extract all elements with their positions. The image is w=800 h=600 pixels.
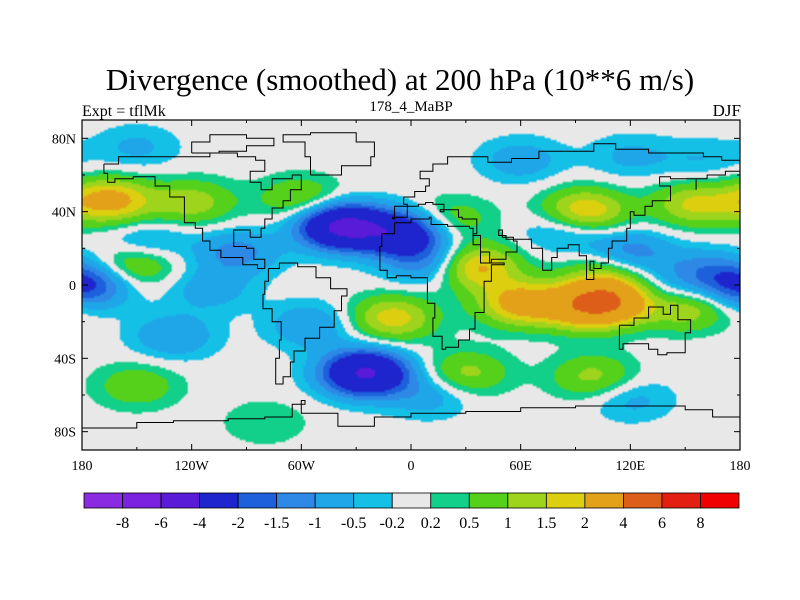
- coastlines: [82, 132, 740, 429]
- arctic-islands-coast: [191, 134, 275, 154]
- chart-title: Divergence (smoothed) at 200 hPa (10**6 …: [105, 62, 695, 97]
- x-tick-label: 60E: [509, 459, 532, 474]
- colorbar-label: -8: [116, 515, 129, 532]
- colorbar-label: 2: [581, 515, 589, 532]
- colorbar-swatch: [391, 492, 432, 509]
- y-tick-label: 80N: [52, 132, 76, 147]
- run-label: 178_4_MaBP: [369, 99, 453, 115]
- greenland-coast: [282, 132, 375, 176]
- colorbar-swatch: [353, 492, 393, 509]
- y-tick-label: 0: [69, 279, 76, 294]
- colorbar-label: -1: [309, 515, 322, 532]
- colorbar-swatch: [160, 492, 200, 509]
- colorbar-label: -4: [193, 515, 206, 532]
- x-tick-label: 180: [730, 459, 751, 474]
- colorbar-swatch: [623, 492, 663, 509]
- africa-coast: [379, 216, 505, 350]
- colorbar-swatch: [700, 492, 740, 509]
- divergence-field: [82, 120, 740, 450]
- colorbar-label: 8: [696, 515, 704, 532]
- colorbar-swatch: [430, 492, 470, 509]
- y-tick-label: 40N: [52, 206, 76, 221]
- colorbar-label: 0.2: [421, 515, 441, 532]
- colorbar-label: -1.5: [264, 515, 289, 532]
- experiment-label: Expt = tflMk: [82, 103, 166, 120]
- colorbar-swatch: [584, 492, 624, 509]
- colorbar-swatch: [661, 492, 701, 509]
- colorbar-label: -6: [154, 515, 167, 532]
- colorbar-label: 0.5: [459, 515, 479, 532]
- south-america-coast: [262, 262, 348, 385]
- x-tick-label: 0: [408, 459, 415, 474]
- colorbar-swatch: [314, 492, 355, 509]
- colorbar-swatch: [122, 492, 162, 509]
- colorbar-swatch: [83, 492, 123, 509]
- colorbar-swatch: [545, 492, 586, 509]
- colorbar-swatch: [237, 492, 278, 509]
- colorbar-label: -0.2: [380, 515, 405, 532]
- colorbar-swatch: [507, 492, 547, 509]
- y-tick-label: 80S: [54, 426, 76, 441]
- colorbar-label: 1.5: [536, 515, 556, 532]
- x-tick-label: 60W: [288, 459, 316, 474]
- contour-fill: [82, 120, 740, 450]
- colorbar-label: 4: [619, 515, 627, 532]
- colorbar-swatch: [199, 492, 239, 509]
- antarctica-coast: [82, 400, 740, 429]
- y-axis: 80N 40N 0 40S 80S: [52, 132, 740, 441]
- colorbar-label: 6: [658, 515, 666, 532]
- colorbar-swatch: [276, 492, 316, 509]
- colorbar-label: 1: [504, 515, 512, 532]
- x-axis: 180 120W 60W 0 60E 120E 180: [72, 120, 751, 474]
- north-america-coast: [103, 152, 302, 269]
- y-tick-label: 40S: [54, 352, 76, 367]
- x-tick-label: 120W: [175, 459, 210, 474]
- map-panel: 180 120W 60W 0 60E 120E 180 80N 40N 0 40S 80S: [52, 119, 751, 474]
- eurasia-coast: [392, 143, 740, 280]
- colorbar-swatch: [468, 492, 509, 509]
- x-tick-label: 120E: [616, 459, 646, 474]
- colorbar-label: -0.5: [341, 515, 366, 532]
- colorbar: -8 -6 -4 -2 -1.5 -1 -0.5 -0.2 0.2 0.5 1 1.5 2 4 6 8: [83, 492, 740, 532]
- x-tick-label: 180: [72, 459, 93, 474]
- australia-coast: [618, 304, 692, 356]
- season-label: DJF: [712, 101, 741, 120]
- colorbar-label: -2: [231, 515, 244, 532]
